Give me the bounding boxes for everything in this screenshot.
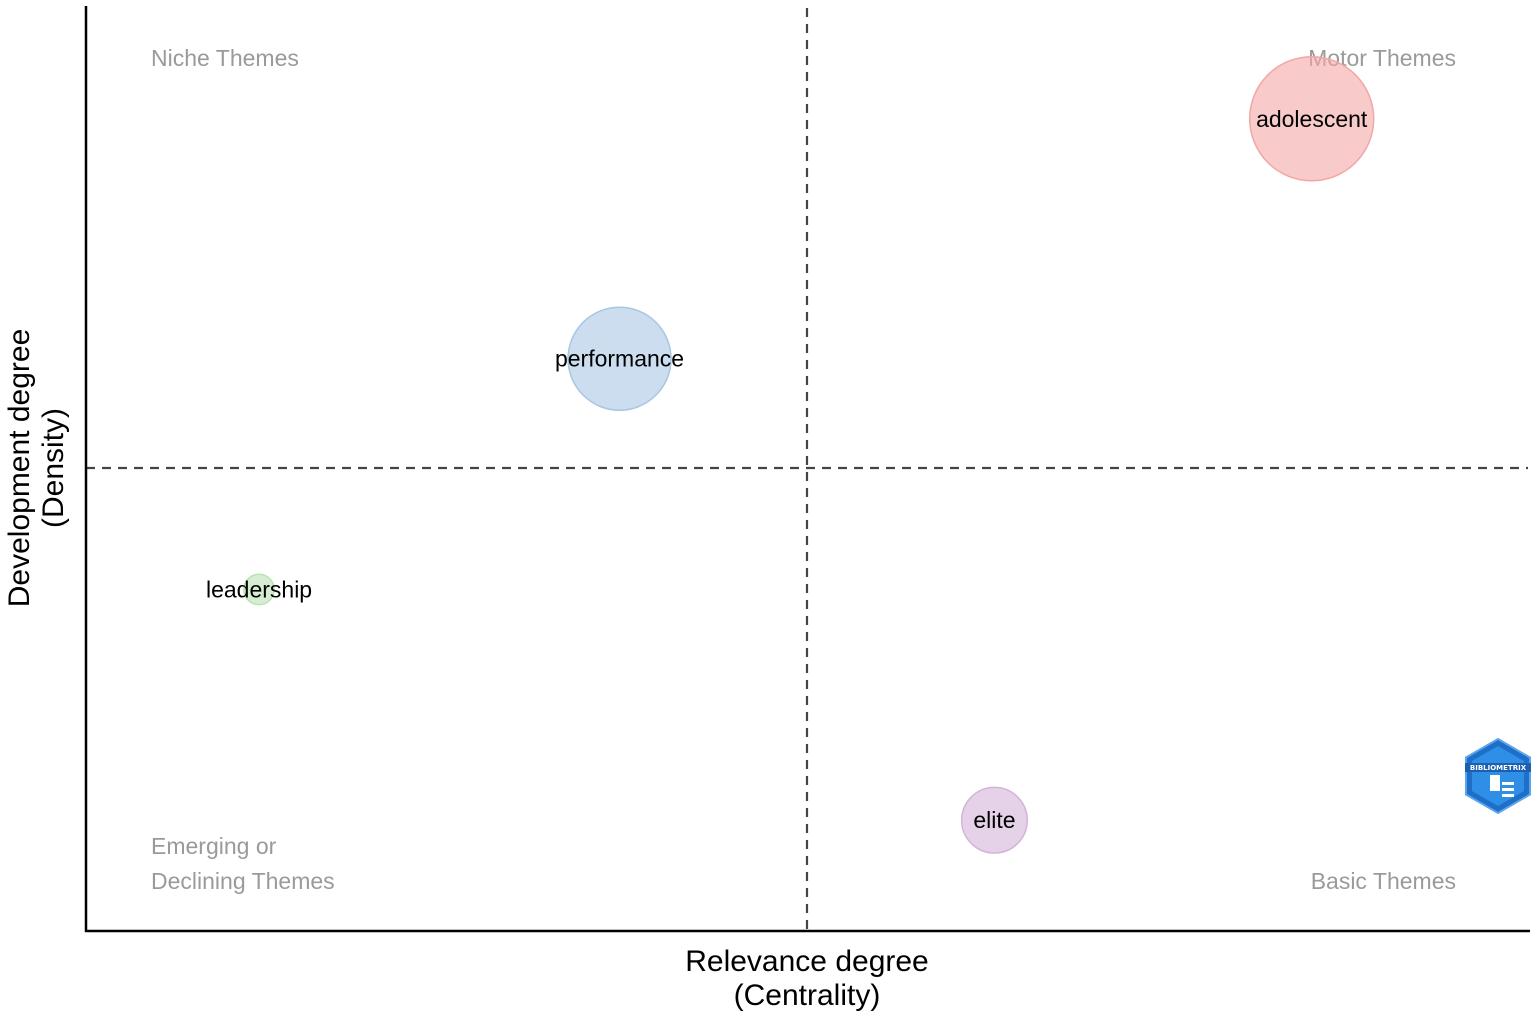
bubble-group: adolescent performance leadership elite: [206, 56, 1375, 854]
bubble-performance: [567, 306, 672, 411]
y-axis-title-line-1: Development degree: [3, 329, 36, 608]
logo-banner-shape: [1465, 763, 1531, 772]
bubble-label-leadership: leadership: [206, 576, 312, 602]
bibliometrix-logo: BIBLIOMETRIX: [1465, 737, 1531, 815]
quadrant-label-emerging-line-1: Emerging or: [151, 833, 277, 859]
quadrant-label-basic-themes: Basic Themes: [1311, 868, 1456, 894]
quadrant-label-emerging-line-2: Declining Themes: [151, 868, 335, 894]
x-axis-title-line-2: (Centrality): [734, 979, 881, 1012]
logo-figure-shape: [1490, 775, 1500, 791]
bubble-label-performance: performance: [555, 346, 684, 372]
bubble-label-adolescent: adolescent: [1256, 106, 1368, 132]
logo-bar-2-shape: [1502, 788, 1514, 791]
x-axis-title-line-1: Relevance degree: [685, 945, 929, 978]
logo-bar-1-shape: [1502, 782, 1514, 785]
logo-text: BIBLIOMETRIX: [1470, 764, 1527, 772]
bubble-leadership: [243, 573, 275, 606]
bubble-elite: [960, 786, 1029, 854]
bubble-label-elite: elite: [973, 807, 1015, 833]
logo-bar-3-shape: [1502, 794, 1514, 797]
bubble-adolescent: [1248, 56, 1375, 182]
quadrant-label-niche-themes: Niche Themes: [151, 45, 299, 71]
y-axis-title-line-2: (Density): [37, 408, 70, 528]
